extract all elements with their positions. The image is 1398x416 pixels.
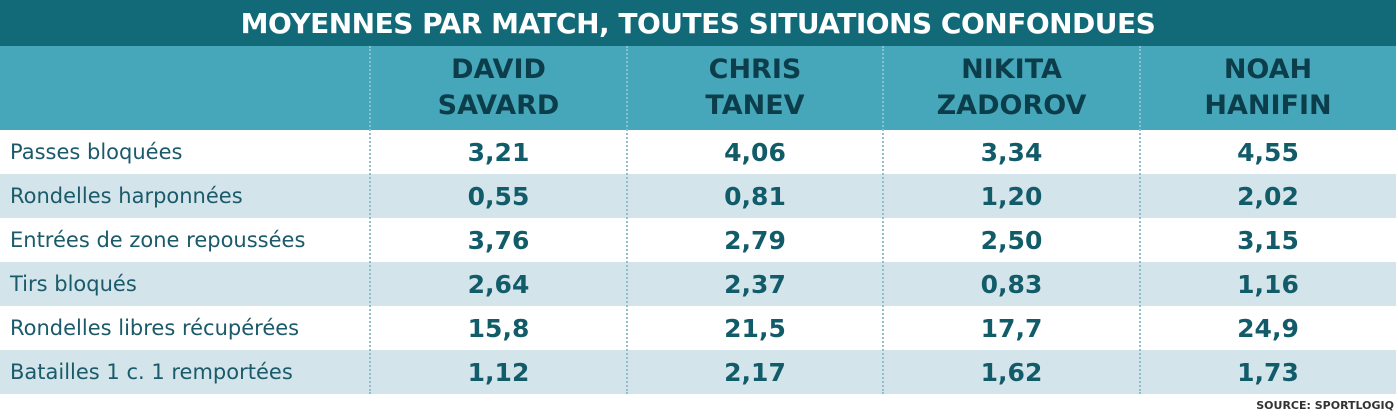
cell-value: 3,76: [467, 226, 530, 255]
cell-value: 1,73: [1237, 358, 1299, 387]
cell-value: 3,15: [1237, 226, 1299, 255]
column-separator: [882, 46, 884, 394]
table-row: Passes bloquées 3,21 4,06 3,34 4,55: [0, 130, 1396, 174]
row-label: Batailles 1 c. 1 remportées: [10, 360, 293, 384]
cell-value: 2,37: [724, 270, 786, 299]
table-row: Rondelles libres récupérées 15,8 21,5 17,7 2…: [0, 306, 1396, 350]
source: SOURCE: SPORTLOGIQ: [1256, 399, 1394, 412]
column-header: NOAH HANIFIN: [1140, 46, 1397, 130]
row-label: Entrées de zone repoussées: [10, 228, 306, 252]
header-line: ZADOROV: [936, 90, 1087, 121]
cell-value: 2,02: [1237, 182, 1299, 211]
column-separator: [1138, 46, 1141, 394]
table-row: Entrées de zone repoussées 3,76 2,79 2,50 3,…: [0, 218, 1396, 262]
header-line: HANIFIN: [1204, 90, 1332, 121]
header-line: TANEV: [705, 90, 805, 121]
cell-value: 3,21: [467, 138, 530, 167]
cell-value: 1,12: [467, 358, 530, 387]
column-header: DAVID SAVARD: [370, 46, 627, 130]
header-row: DAVID SAVARD CHRIS TANEV NIKITA ZADOROV NOAH HA…: [0, 46, 1396, 130]
column-header: CHRIS TANEV: [627, 46, 884, 130]
header-line: SAVARD: [437, 90, 560, 121]
table-row: Tirs bloqués 2,64 2,37 0,83 1,16: [0, 262, 1396, 306]
table-row: Batailles 1 c. 1 remportées 1,12 2,17 1,62 1…: [0, 350, 1396, 394]
cell-value: 4,06: [724, 138, 786, 167]
cell-value: 21,5: [724, 314, 786, 343]
cell-value: 4,55: [1237, 138, 1299, 167]
cell-value: 3,34: [980, 138, 1043, 167]
table-row: Rondelles harponnées 0,55 0,81 1,20 2,02: [0, 174, 1396, 218]
cell-value: 24,9: [1237, 314, 1299, 343]
title: MOYENNES PAR MATCH, TOUTES SITUATIONS CO…: [0, 0, 1396, 46]
header-line: NOAH: [1223, 54, 1313, 85]
row-label: Rondelles harponnées: [10, 184, 243, 208]
column-separator: [625, 46, 628, 394]
cell-value: 0,81: [724, 182, 786, 211]
cell-value: 2,50: [980, 226, 1043, 255]
cell-value: 2,79: [724, 226, 786, 255]
cell-value: 0,83: [980, 270, 1043, 299]
header-line: CHRIS: [708, 54, 802, 85]
cell-value: 1,62: [980, 358, 1043, 387]
row-label: Passes bloquées: [10, 140, 183, 164]
cell-value: 1,16: [1237, 270, 1299, 299]
header-line: DAVID: [451, 54, 546, 85]
column-separator: [369, 46, 371, 394]
cell-value: 0,55: [467, 182, 530, 211]
cell-value: 1,20: [980, 182, 1043, 211]
column-header: NIKITA ZADOROV: [883, 46, 1140, 130]
cell-value: 2,17: [724, 358, 786, 387]
row-label: Tirs bloqués: [10, 272, 137, 296]
row-label: Rondelles libres récupérées: [10, 316, 300, 340]
header-line: NIKITA: [961, 54, 1062, 85]
cell-value: 15,8: [467, 314, 530, 343]
cell-value: 17,7: [980, 314, 1043, 343]
cell-value: 2,64: [467, 270, 530, 299]
